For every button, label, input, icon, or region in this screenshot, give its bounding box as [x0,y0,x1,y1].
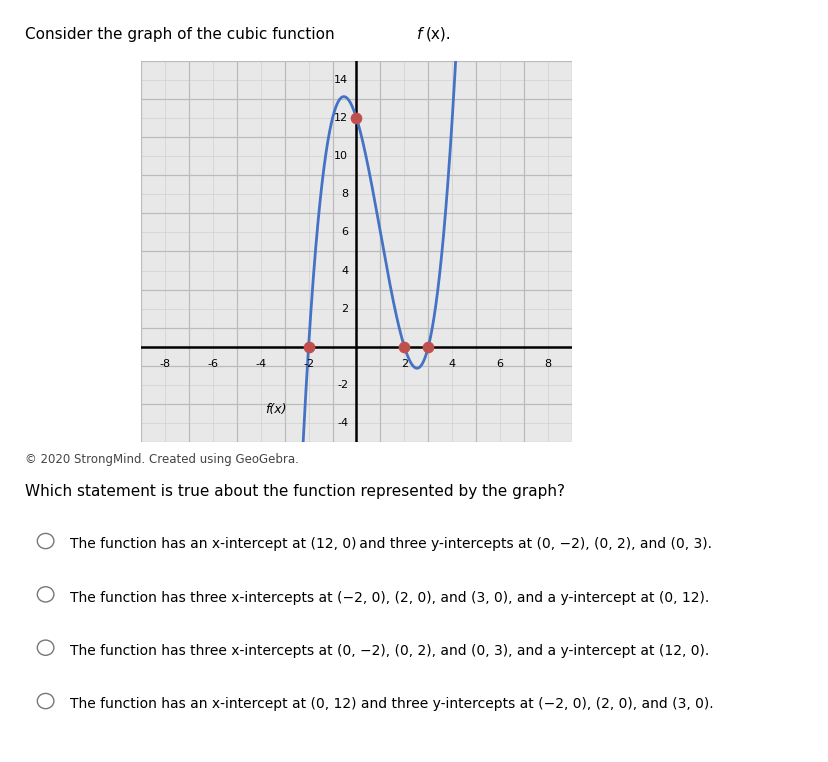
Point [349,112,363,124]
Text: © 2020 StrongMind. Created using GeoGebra.: © 2020 StrongMind. Created using GeoGebr… [25,453,298,466]
Point [397,341,411,353]
Text: 6: 6 [340,227,348,238]
Text: -4: -4 [255,359,266,369]
Text: f(x): f(x) [265,403,286,416]
Text: (x).: (x). [425,27,450,42]
Text: Consider the graph of the cubic function: Consider the graph of the cubic function [25,27,339,42]
Text: 4: 4 [448,359,455,369]
Text: -2: -2 [303,359,314,369]
Text: The function has three x-intercepts at (−2, 0), (2, 0), and (3, 0), and a y-inte: The function has three x-intercepts at (… [70,591,709,604]
Text: 14: 14 [334,75,348,85]
Text: 12: 12 [334,113,348,123]
Text: 10: 10 [334,151,348,162]
Text: Which statement is true about the function represented by the graph?: Which statement is true about the functi… [25,484,564,499]
Text: f: f [416,27,421,42]
Text: The function has three x-intercepts at (0, −2), (0, 2), and (0, 3), and a y-inte: The function has three x-intercepts at (… [70,644,709,658]
Text: 8: 8 [544,359,551,369]
Text: 6: 6 [496,359,503,369]
Text: -2: -2 [336,379,348,390]
Text: -6: -6 [207,359,218,369]
Text: 2: 2 [400,359,407,369]
Text: 4: 4 [340,265,348,276]
Text: 8: 8 [340,189,348,200]
Point [421,341,435,353]
Text: 2: 2 [340,303,348,314]
Text: -8: -8 [159,359,171,369]
Text: The function has an x-intercept at (12, 0) and three y-intercepts at (0, −2), (0: The function has an x-intercept at (12, … [70,537,711,551]
Point [301,341,315,353]
Text: The function has an x-intercept at (0, 12) and three y-intercepts at (−2, 0), (2: The function has an x-intercept at (0, 1… [70,697,713,711]
Text: -4: -4 [336,418,348,428]
